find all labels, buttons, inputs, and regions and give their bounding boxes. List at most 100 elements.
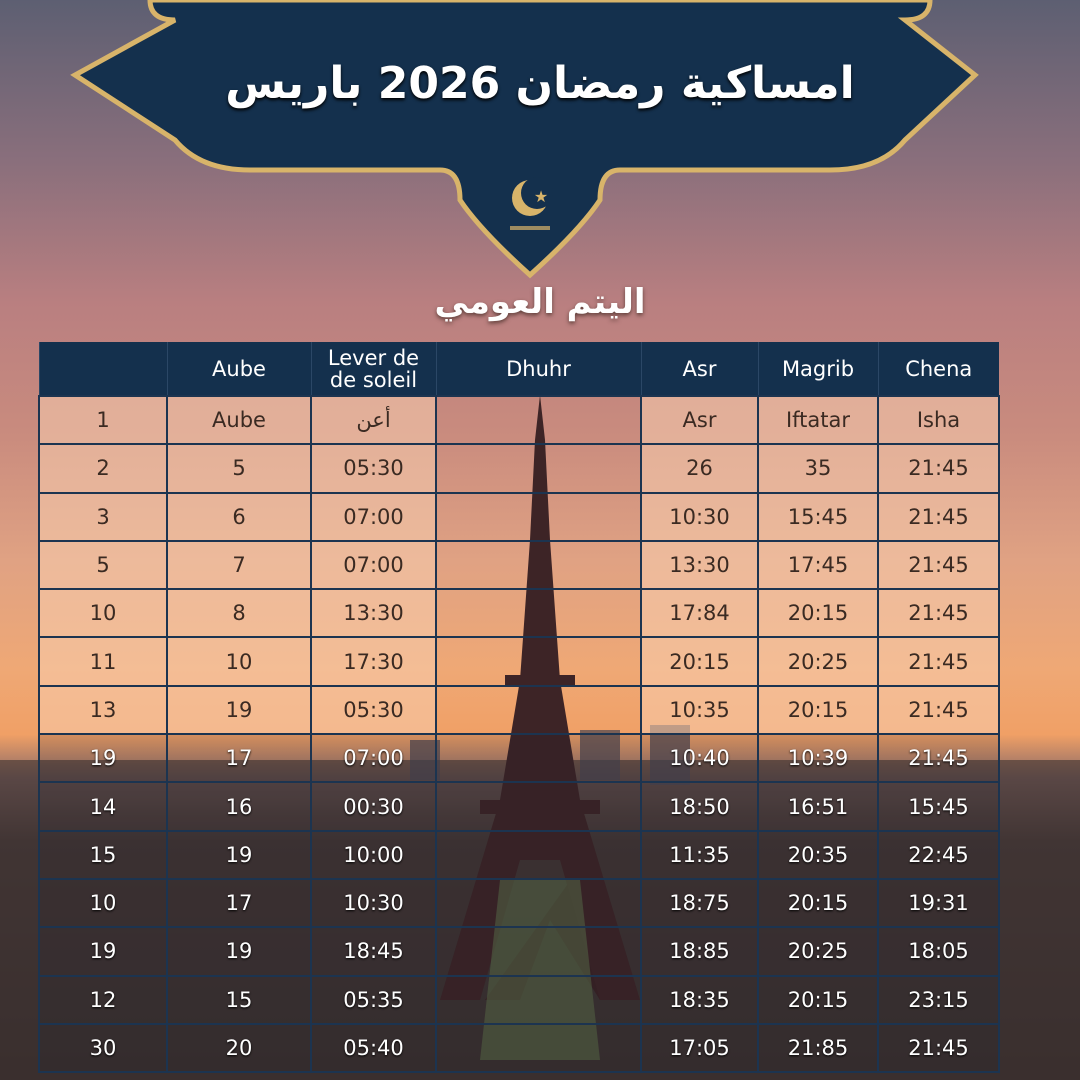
cell-dhuhr [435,491,642,542]
page-title: امساكية رمضان 2026 باريس [225,58,855,109]
cell-asr: 10:30 [640,491,759,542]
cell-chena: 21:45 [877,491,1000,542]
cell-lever: 18:45 [310,926,437,977]
cell-day: 5 [38,539,168,591]
cell-day: 19 [38,733,168,784]
cell-dhuhr [435,539,642,591]
cell-asr: 10:35 [640,684,759,736]
cell-lever: 10:30 [310,877,437,929]
cell-aube: 16 [166,781,312,832]
cell-dhuhr [435,588,642,639]
cell-magrib: 20:15 [757,877,879,929]
cell-chena: 21:45 [877,636,1000,687]
table-row: 19 19 18:45 18:85 20:25 18:05 [38,926,1000,977]
table-row: 2 5 05:30 26 35 21:45 [38,443,1000,494]
cell-asr: 10:40 [640,733,759,784]
cell-aube: 20 [166,1022,312,1074]
cell-asr: 11:35 [640,829,759,880]
cell-asr: Asr [640,394,759,446]
cell-asr: 18:75 [640,877,759,929]
cell-aube: 8 [166,588,312,639]
cell-aube: 7 [166,539,312,591]
cell-day: 1 [38,394,168,446]
cell-lever: 05:35 [310,974,437,1025]
cell-dhuhr [435,829,642,880]
cell-lever: 13:30 [310,588,437,639]
cell-lever: 10:00 [310,829,437,880]
cell-chena: 19:31 [877,877,1000,929]
table-row: 19 17 07:00 10:40 10:39 21:45 [38,733,1000,784]
header-banner: ★ [70,0,979,279]
cell-chena: 21:45 [877,539,1000,591]
cell-aube: 19 [166,829,312,880]
cell-lever: 07:00 [310,733,437,784]
header-lever: Lever de de soleil [310,342,436,396]
cell-day: 2 [38,443,168,494]
cell-lever: 07:00 [310,491,437,542]
table-row: 1 Aube أعن Asr Iftatar Isha [38,394,1000,446]
cell-dhuhr [435,926,642,977]
table-header-row: Aube Lever de de soleil Dhuhr Asr Magrib Chen… [38,342,999,396]
cell-chena: Isha [877,394,1000,446]
header-day [38,342,167,396]
table-row: 5 7 07:00 13:30 17:45 21:45 [38,539,1000,591]
cell-asr: 18:85 [640,926,759,977]
header-dhuhr: Dhuhr [435,342,641,396]
svg-text:★: ★ [534,187,548,206]
cell-lever: 17:30 [310,636,437,687]
cell-chena: 21:45 [877,684,1000,736]
cell-dhuhr [435,394,642,446]
cell-magrib: 10:39 [757,733,879,784]
cell-aube: 17 [166,877,312,929]
table-row: 13 19 05:30 10:35 20:15 21:45 [38,684,1000,736]
cell-magrib: 20:15 [757,588,879,639]
table-subtitle: اليتم العومي [434,282,646,322]
cell-asr: 17:05 [640,1022,759,1074]
table-row: 12 15 05:35 18:35 20:15 23:15 [38,974,1000,1025]
cell-aube: 5 [166,443,312,494]
cell-dhuhr [435,733,642,784]
header-magrib: Magrib [757,342,878,396]
cell-magrib: 15:45 [757,491,879,542]
cell-magrib: 21:85 [757,1022,879,1074]
cell-day: 10 [38,588,168,639]
cell-chena: 15:45 [877,781,1000,832]
header-chena: Chena [877,342,999,396]
cell-day: 11 [38,636,168,687]
table-row: 11 10 17:30 20:15 20:25 21:45 [38,636,1000,687]
cell-day: 3 [38,491,168,542]
table-row: 14 16 00:30 18:50 16:51 15:45 [38,781,1000,832]
cell-dhuhr [435,877,642,929]
cell-day: 12 [38,974,168,1025]
cell-lever: 00:30 [310,781,437,832]
cell-asr: 26 [640,443,759,494]
cell-dhuhr [435,443,642,494]
cell-day: 19 [38,926,168,977]
cell-magrib: 20:25 [757,926,879,977]
cell-day: 14 [38,781,168,832]
cell-asr: 13:30 [640,539,759,591]
table-row: 30 20 05:40 17:05 21:85 21:45 [38,1022,1000,1074]
cell-chena: 18:05 [877,926,1000,977]
header-aube: Aube [166,342,311,396]
cell-dhuhr [435,1022,642,1074]
cell-lever: 05:30 [310,684,437,736]
cell-day: 13 [38,684,168,736]
cell-dhuhr [435,684,642,736]
cell-chena: 21:45 [877,588,1000,639]
cell-chena: 23:15 [877,974,1000,1025]
table-row: 10 17 10:30 18:75 20:15 19:31 [38,877,1000,929]
cell-asr: 20:15 [640,636,759,687]
cell-magrib: Iftatar [757,394,879,446]
cell-magrib: 20:15 [757,684,879,736]
cell-aube: 15 [166,974,312,1025]
cell-magrib: 35 [757,443,879,494]
crescent-star-icon: ★ [510,177,553,230]
cell-lever: أعن [310,394,437,446]
table-row: 3 6 07:00 10:30 15:45 21:45 [38,491,1000,542]
cell-magrib: 20:25 [757,636,879,687]
cell-aube: 19 [166,926,312,977]
cell-chena: 21:45 [877,733,1000,784]
table-row: 10 8 13:30 17:84 20:15 21:45 [38,588,1000,639]
cell-lever: 05:30 [310,443,437,494]
